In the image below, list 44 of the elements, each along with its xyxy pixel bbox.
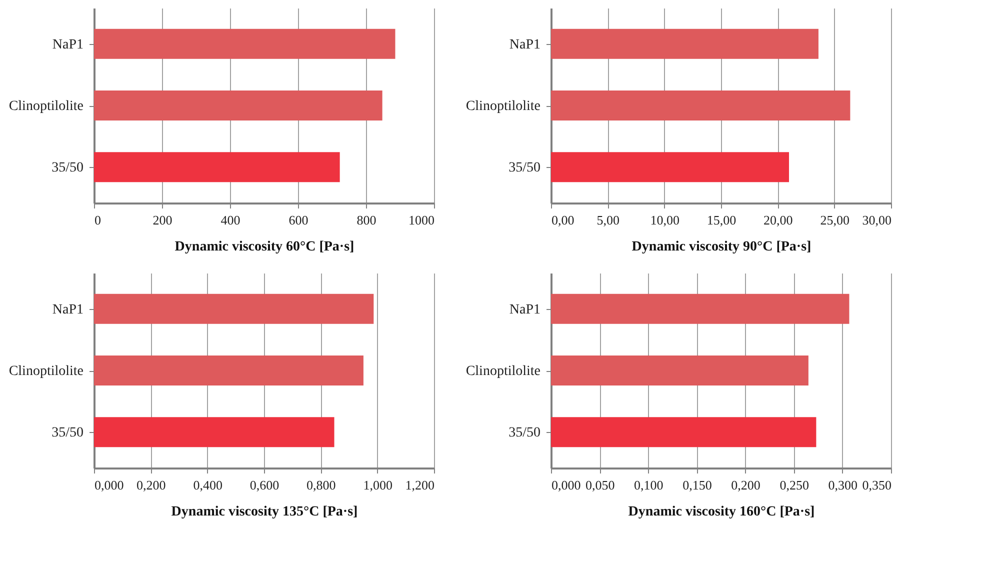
x-axis-title: Dynamic viscosity 135°C [Pa·s]: [171, 504, 358, 520]
x-tick-label: 0,200: [136, 478, 166, 492]
x-axis-title: Dynamic viscosity 160°C [Pa·s]: [628, 504, 815, 520]
y-tick-label: NaP1: [52, 37, 84, 52]
x-tick-label: 20,00: [764, 212, 793, 228]
y-tick-label: Clinoptilolite: [8, 364, 84, 379]
y-tick-label: 35/50: [52, 426, 84, 441]
y-tick-label: NaP1: [509, 37, 540, 52]
x-tick-label: 600: [288, 212, 308, 228]
x-tick-label: 0,200: [731, 478, 760, 492]
x-axis-title: Dynamic viscosity 90°C [Pa·s]: [632, 240, 812, 254]
x-tick-label: 0,300: [828, 478, 858, 492]
x-tick-label: 1000: [408, 212, 434, 228]
x-tick-label: 0,00: [552, 212, 574, 228]
x-axis-title: Dynamic viscosity 60°C [Pa·s]: [174, 240, 354, 254]
x-tick-label: 0,250: [780, 478, 809, 492]
x-tick-label: 0: [94, 212, 101, 228]
x-tick-label: 0,000: [94, 478, 124, 492]
y-tick-label: NaP1: [509, 302, 540, 318]
y-tick-label: 35/50: [508, 160, 540, 176]
x-tick-label: 0,600: [250, 478, 280, 492]
x-tick-label: 5,00: [596, 212, 620, 228]
x-tick-label: 30,00: [862, 212, 892, 228]
x-tick-label: 15,00: [706, 212, 736, 228]
x-tick-label: 0,000: [552, 478, 581, 492]
x-tick-label: 1,000: [363, 478, 392, 492]
x-tick-label: 1,200: [405, 478, 434, 492]
x-tick-label: 0,800: [306, 478, 336, 492]
y-tick-label: Clinoptilolite: [466, 364, 540, 379]
x-tick-label: 400: [220, 212, 240, 228]
x-tick-label: 200: [152, 212, 172, 228]
x-tick-label: 0,350: [862, 478, 892, 492]
x-tick-label: 0,100: [634, 478, 664, 492]
y-tick-label: 35/50: [508, 426, 540, 441]
y-tick-label: Clinoptilolite: [466, 99, 540, 114]
x-tick-label: 25,00: [820, 212, 850, 228]
y-tick-label: 35/50: [52, 160, 84, 176]
y-tick-label: NaP1: [52, 302, 84, 318]
x-tick-label: 0,050: [585, 478, 615, 492]
x-tick-label: 0,400: [193, 478, 222, 492]
x-tick-label: 10,00: [650, 212, 680, 228]
x-tick-label: 800: [356, 212, 376, 228]
y-tick-label: Clinoptilolite: [8, 99, 84, 114]
x-tick-label: 0,150: [682, 478, 712, 492]
